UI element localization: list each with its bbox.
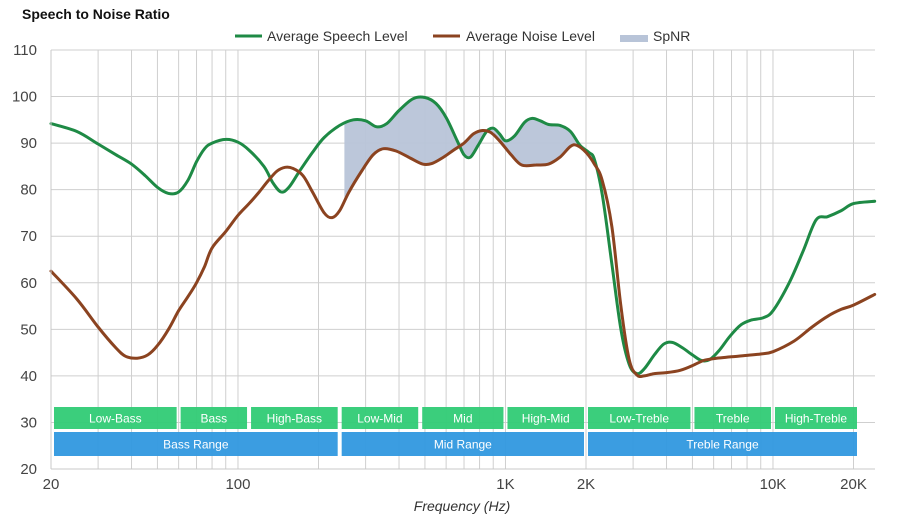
- x-tick-label: 1K: [496, 476, 514, 493]
- y-tick-label: 40: [20, 368, 37, 385]
- band-label: Mid: [453, 412, 472, 426]
- legend-swatch-spnr: [620, 35, 648, 42]
- band-bass: Bass: [180, 407, 248, 429]
- band-label: High-Bass: [267, 412, 322, 426]
- x-tick-label: 10K: [760, 476, 787, 493]
- y-tick-label: 80: [20, 182, 37, 199]
- range-label: Mid Range: [434, 438, 492, 452]
- range-label: Bass Range: [163, 438, 229, 452]
- spnr-area-layer: [344, 97, 603, 202]
- range-bass-range: Bass Range: [54, 432, 338, 456]
- noise-level-line: [49, 128, 877, 379]
- band-label: High-Mid: [522, 412, 570, 426]
- x-tick-label: 20: [43, 476, 60, 493]
- frequency-bands: Low-Bass Bass High-Bass Low-Mid Mid High-Mid L…: [54, 407, 857, 456]
- axes: 20 30 40 50 60 70 80 90 100 110 20 100 1K 2K 10K 20K: [12, 42, 875, 493]
- x-axis-title: Frequency (Hz): [414, 498, 510, 514]
- legend-label-spnr: SpNR: [653, 28, 690, 44]
- band-rect: [54, 407, 177, 429]
- y-tick-label: 100: [12, 89, 37, 106]
- band-label: Low-Bass: [89, 412, 142, 426]
- band-rect: [341, 407, 419, 429]
- legend-label-noise: Average Noise Level: [466, 28, 595, 44]
- band-high-bass: High-Bass: [251, 407, 338, 429]
- range-label: Treble Range: [686, 438, 759, 452]
- legend-item-spnr[interactable]: SpNR: [620, 28, 690, 44]
- band-low-bass: Low-Bass: [54, 407, 177, 429]
- range-rect: [54, 432, 338, 456]
- spnr-area: [344, 97, 603, 202]
- chart-title: Speech to Noise Ratio: [22, 6, 170, 22]
- band-rect: [774, 407, 857, 429]
- y-tick-label: 70: [20, 228, 37, 245]
- y-tick-label: 90: [20, 135, 37, 152]
- band-low-treble: Low-Treble: [588, 407, 691, 429]
- legend-item-noise[interactable]: Average Noise Level: [433, 28, 595, 44]
- band-rect: [422, 407, 504, 429]
- x-tick-label: 100: [225, 476, 250, 493]
- band-label: High-Treble: [785, 412, 848, 426]
- band-rect: [251, 407, 338, 429]
- range-rect: [588, 432, 857, 456]
- band-label: Treble: [716, 412, 750, 426]
- band-label: Low-Treble: [609, 412, 669, 426]
- band-high-mid: High-Mid: [507, 407, 584, 429]
- y-tick-label: 60: [20, 275, 37, 292]
- band-high-treble: High-Treble: [774, 407, 857, 429]
- series-lines: [49, 95, 877, 379]
- speech-level-line: [49, 95, 877, 376]
- legend: Average Speech Level Average Noise Level…: [235, 28, 690, 44]
- band-rect: [507, 407, 584, 429]
- band-mid: Mid: [422, 407, 504, 429]
- band-rect: [180, 407, 248, 429]
- band-treble: Treble: [694, 407, 771, 429]
- grid: [51, 49, 875, 470]
- band-rect: [588, 407, 691, 429]
- y-tick-label: 110: [13, 42, 37, 59]
- y-tick-label: 20: [20, 461, 37, 478]
- band-rect: [694, 407, 771, 429]
- legend-item-speech[interactable]: Average Speech Level: [235, 28, 408, 44]
- y-tick-label: 30: [20, 414, 37, 431]
- legend-label-speech: Average Speech Level: [267, 28, 408, 44]
- x-tick-label: 20K: [840, 476, 867, 493]
- range-treble-range: Treble Range: [588, 432, 857, 456]
- y-tick-label: 50: [20, 321, 37, 338]
- band-low-mid: Low-Mid: [341, 407, 419, 429]
- x-tick-label: 2K: [577, 476, 595, 493]
- range-rect: [341, 432, 584, 456]
- range-mid-range: Mid Range: [341, 432, 584, 456]
- band-label: Bass: [200, 412, 227, 426]
- band-label: Low-Mid: [357, 412, 402, 426]
